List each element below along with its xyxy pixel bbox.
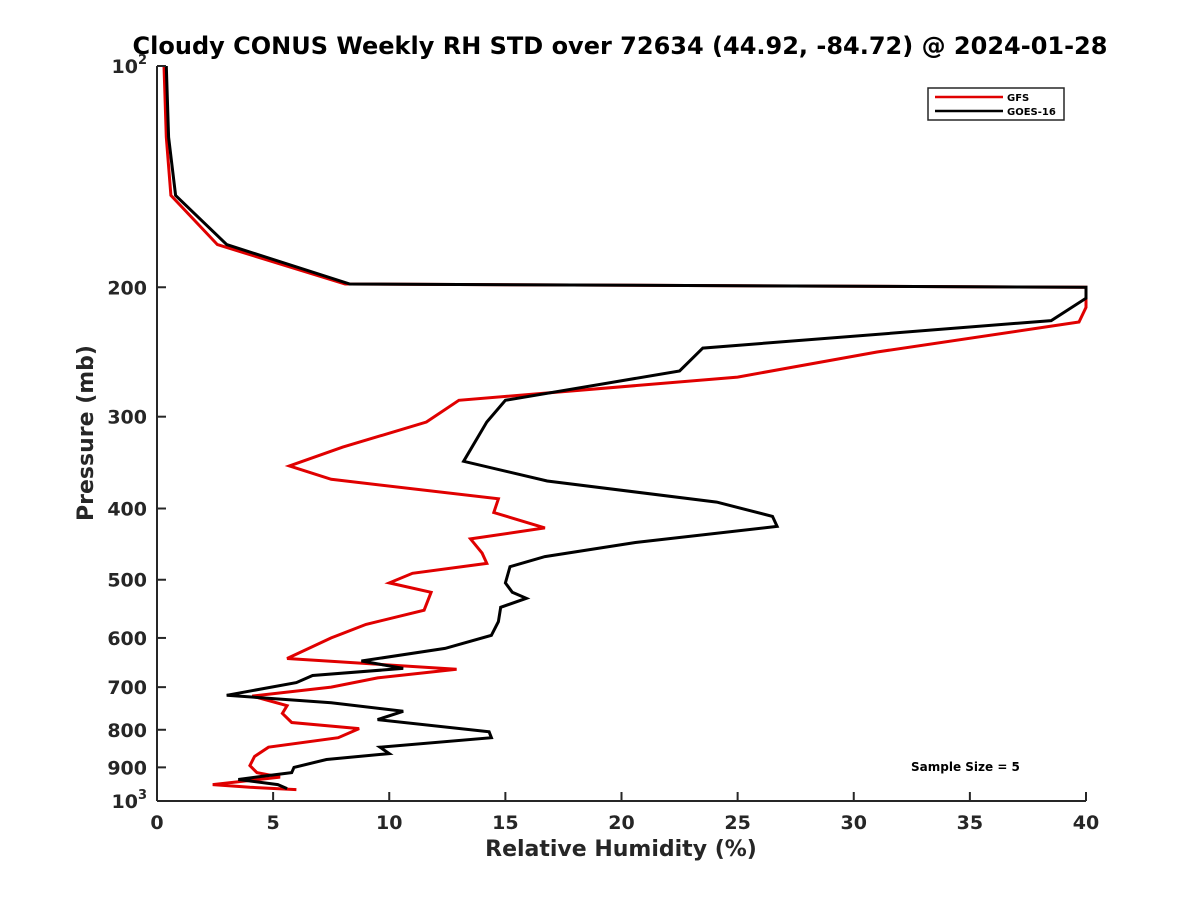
plot-area: 0 5 10 15 20 25 30 35 40 102 200 300 400 500 600 700 80… [107,53,1099,834]
y-tick-label: 900 [107,757,147,779]
y-tick-label: 400 [107,499,147,521]
legend-box [927,87,1065,121]
series-line-gfs [162,65,1088,792]
x-axis-label: Relative Humidity (%) [485,837,757,862]
y-tick-label: 600 [107,628,147,650]
x-tick-label: 15 [492,812,518,834]
legend: GFS GOES-16 [927,87,1065,121]
x-tick-label: 5 [267,812,280,834]
x-tick-label: 30 [841,812,867,834]
x-tick-label: 25 [724,812,750,834]
y-tick-label: 700 [107,677,147,699]
series-layer [162,65,1088,792]
y-tick-label: 500 [107,570,147,592]
y-tick-label: 300 [107,407,147,429]
chart-title: Cloudy CONUS Weekly RH STD over 72634 (4… [133,32,1108,60]
series-line-goes16 [164,65,1088,790]
x-tick-label: 20 [608,812,634,834]
legend-label-gfs: GFS [1007,93,1029,104]
sample-size-annotation: Sample Size = 5 [911,760,1020,774]
x-tick-label: 0 [150,812,163,834]
x-ticks: 0 5 10 15 20 25 30 35 40 [150,792,1099,834]
y-tick-label: 200 [107,277,147,299]
y-tick-label: 102 [112,53,148,78]
legend-label-goes16: GOES-16 [1007,107,1056,118]
y-axis-label: Pressure (mb) [74,345,99,521]
x-tick-label: 40 [1073,812,1099,834]
x-tick-label: 35 [957,812,983,834]
y-tick-label: 800 [107,720,147,742]
x-tick-label: 10 [376,812,402,834]
